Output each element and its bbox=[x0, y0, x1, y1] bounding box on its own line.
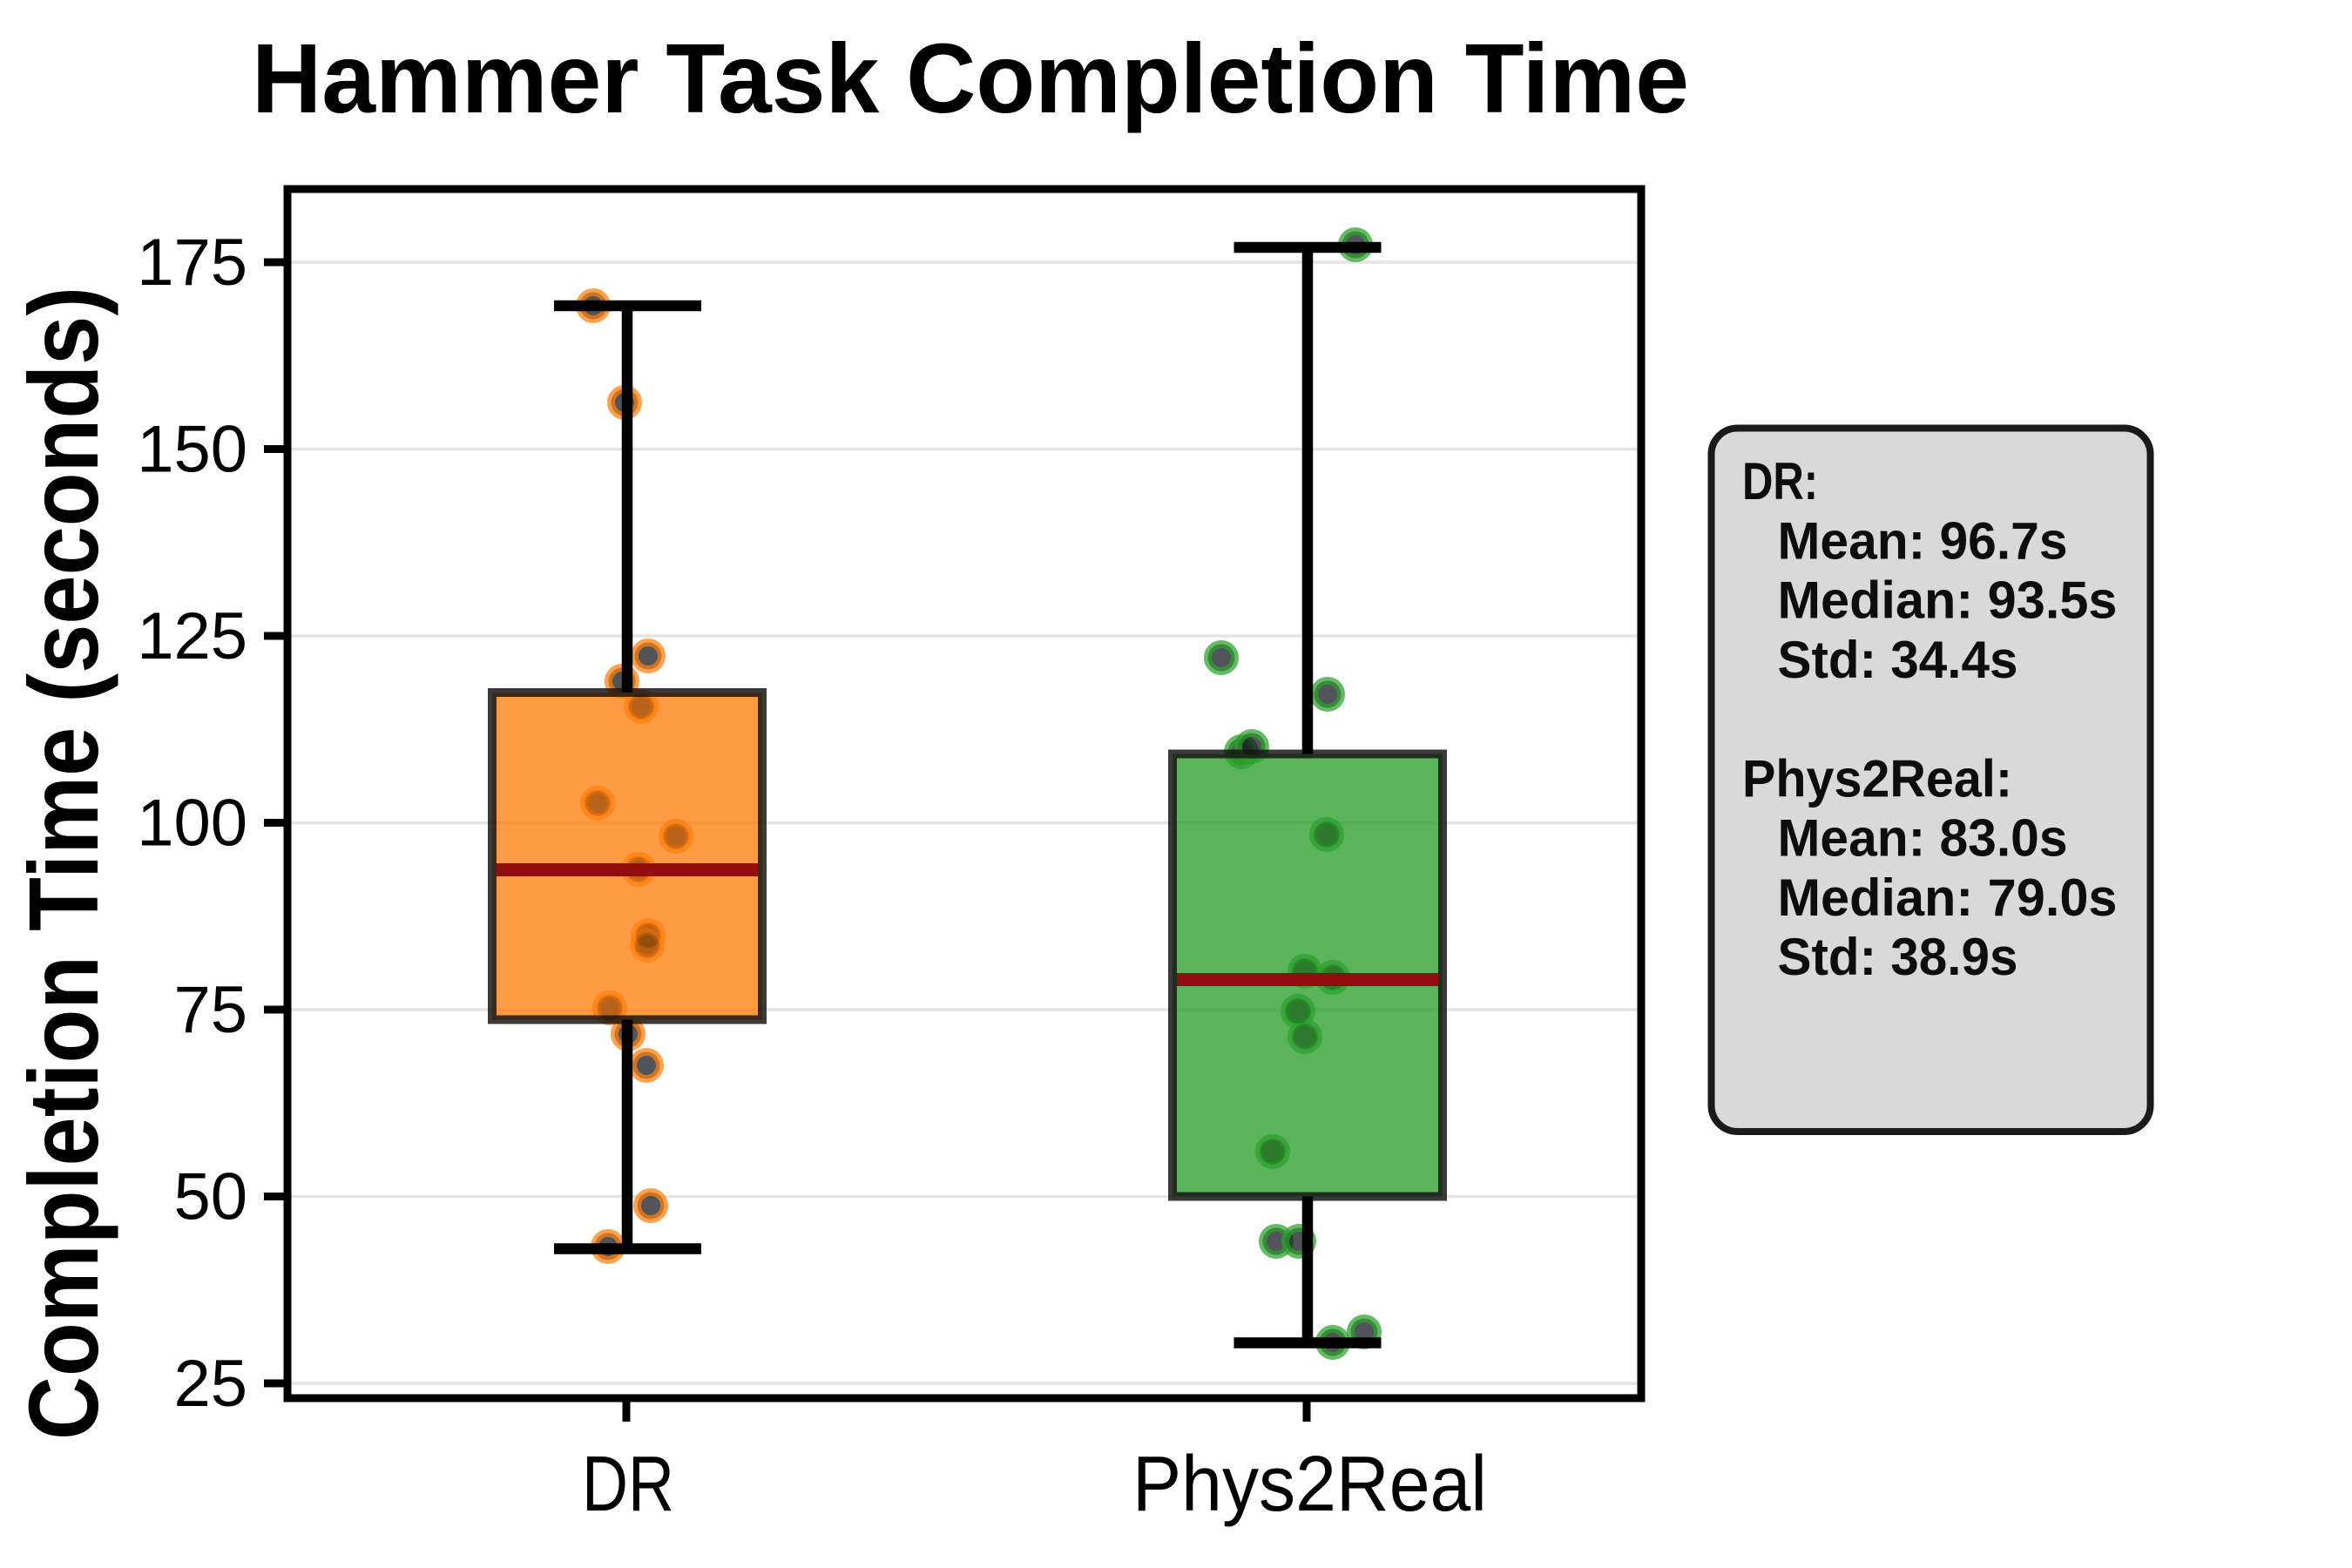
svg-text:125: 125 bbox=[137, 599, 247, 673]
svg-text:175: 175 bbox=[137, 226, 247, 300]
svg-text:75: 75 bbox=[173, 973, 247, 1047]
svg-text:DR: DR bbox=[582, 1441, 674, 1528]
svg-text:Std: 34.4s: Std: 34.4s bbox=[1778, 631, 2018, 689]
svg-text:Median: 93.5s: Median: 93.5s bbox=[1778, 571, 2118, 630]
svg-text:Hammer Task Completion Time: Hammer Task Completion Time bbox=[252, 24, 1689, 133]
svg-text:150: 150 bbox=[137, 413, 247, 487]
svg-text:50: 50 bbox=[173, 1160, 247, 1234]
svg-text:Mean: 83.0s: Mean: 83.0s bbox=[1778, 809, 2068, 868]
svg-text:100: 100 bbox=[137, 787, 247, 861]
svg-text:Mean: 96.7s: Mean: 96.7s bbox=[1778, 511, 2068, 570]
svg-text:DR:: DR: bbox=[1742, 452, 1818, 510]
svg-text:Phys2Real: Phys2Real bbox=[1132, 1441, 1487, 1528]
svg-text:Median: 79.0s: Median: 79.0s bbox=[1778, 868, 2118, 927]
svg-text:Std: 38.9s: Std: 38.9s bbox=[1778, 928, 2018, 986]
svg-text:25: 25 bbox=[173, 1347, 247, 1421]
svg-text:Completion Time (seconds): Completion Time (seconds) bbox=[9, 287, 118, 1440]
svg-text:Phys2Real:: Phys2Real: bbox=[1742, 749, 2012, 808]
